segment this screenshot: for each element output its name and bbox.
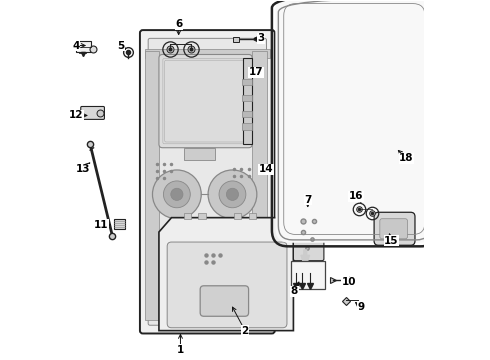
Text: 5: 5 <box>118 41 125 50</box>
Bar <box>243 123 252 130</box>
Text: 17: 17 <box>248 67 263 77</box>
Bar <box>114 219 125 229</box>
Bar <box>243 78 252 85</box>
FancyBboxPatch shape <box>294 205 324 261</box>
Text: 14: 14 <box>259 164 273 174</box>
FancyBboxPatch shape <box>148 39 267 325</box>
Circle shape <box>171 188 183 201</box>
Bar <box>145 51 159 320</box>
FancyBboxPatch shape <box>159 54 252 148</box>
Bar <box>184 148 215 160</box>
Bar <box>252 51 267 320</box>
Text: 3: 3 <box>258 33 265 43</box>
Text: 2: 2 <box>242 325 248 336</box>
Bar <box>234 213 242 220</box>
Text: 7: 7 <box>304 195 312 205</box>
Text: 9: 9 <box>358 302 365 312</box>
Text: 13: 13 <box>75 164 90 174</box>
FancyBboxPatch shape <box>81 107 104 120</box>
Bar <box>243 95 252 101</box>
Polygon shape <box>159 218 294 330</box>
Bar <box>76 41 91 51</box>
Bar <box>291 261 325 289</box>
FancyArrow shape <box>301 250 310 268</box>
Circle shape <box>226 188 239 201</box>
Bar <box>198 213 205 220</box>
FancyBboxPatch shape <box>380 219 408 239</box>
FancyBboxPatch shape <box>167 242 287 328</box>
Text: 18: 18 <box>399 153 414 163</box>
Text: 6: 6 <box>175 19 182 29</box>
Circle shape <box>208 170 257 219</box>
Circle shape <box>152 170 201 219</box>
Text: 8: 8 <box>291 286 298 296</box>
Text: 12: 12 <box>69 111 83 121</box>
Polygon shape <box>243 58 252 144</box>
Circle shape <box>164 181 190 208</box>
FancyBboxPatch shape <box>140 30 275 333</box>
Text: 16: 16 <box>349 191 364 201</box>
Bar <box>145 49 270 58</box>
Bar <box>184 213 191 220</box>
Bar <box>243 111 252 117</box>
Bar <box>248 213 256 220</box>
FancyBboxPatch shape <box>275 0 433 243</box>
Text: 1: 1 <box>177 345 184 355</box>
FancyBboxPatch shape <box>374 212 415 245</box>
Text: 15: 15 <box>384 236 398 246</box>
Text: 4: 4 <box>72 41 79 50</box>
Text: 11: 11 <box>94 220 108 230</box>
FancyBboxPatch shape <box>200 286 248 316</box>
Bar <box>233 37 239 42</box>
Text: 10: 10 <box>342 277 356 287</box>
Circle shape <box>219 181 246 208</box>
